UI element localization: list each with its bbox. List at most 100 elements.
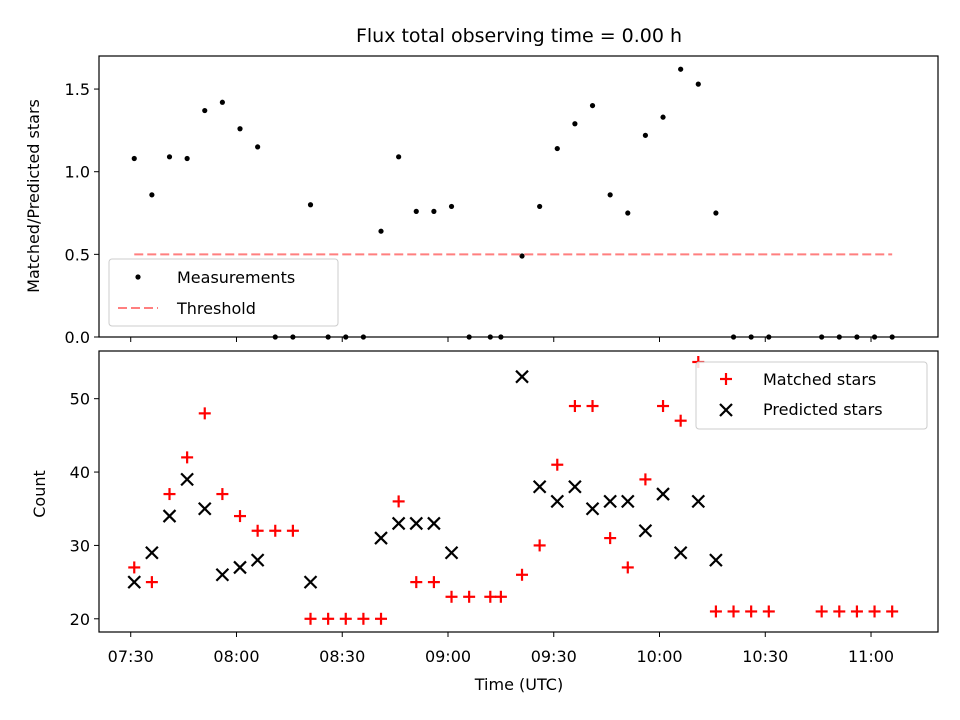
matched-star-point xyxy=(762,605,775,618)
top-axes-frame xyxy=(98,55,939,338)
measurement-point xyxy=(589,102,596,109)
matched-star-point xyxy=(568,400,581,413)
predicted-star-point xyxy=(233,560,247,575)
predicted-star-point xyxy=(515,369,529,384)
matched-star-point xyxy=(375,612,388,625)
top-x-ticks xyxy=(130,337,872,342)
predicted-star-stroke-b xyxy=(585,501,600,516)
predicted-star-point xyxy=(215,567,230,582)
matched-star-point xyxy=(833,605,846,618)
matched-star-point xyxy=(533,539,546,552)
matched-star-point xyxy=(674,414,687,427)
measurement-point xyxy=(237,126,243,132)
measurement-point xyxy=(572,121,578,127)
matched-star-point xyxy=(886,605,899,618)
predicted-star-point xyxy=(444,545,459,560)
matched-star-point xyxy=(604,532,617,545)
x-tick-label: 10:00 xyxy=(636,647,682,666)
x-tick-label: 08:00 xyxy=(213,647,259,666)
matched-star-point xyxy=(128,561,141,574)
matched-star-point xyxy=(269,524,282,537)
predicted-star-point xyxy=(568,479,582,494)
top-legend-box xyxy=(108,258,339,327)
chart-title: Flux total observing time = 0.00 h xyxy=(356,25,682,47)
predicted-star-point xyxy=(550,494,565,509)
bottom-y-tick-label: 30 xyxy=(70,536,90,555)
legend-marker-predicted xyxy=(719,403,733,417)
predicted-star-point xyxy=(656,487,670,501)
predicted-star-stroke-b xyxy=(550,494,565,509)
predicted-star-stroke-b xyxy=(673,545,688,560)
measurement-point xyxy=(219,99,225,105)
matched-star-point xyxy=(745,605,758,618)
matched-star-point xyxy=(445,590,458,603)
legend-label-matched: Matched stars xyxy=(763,370,876,389)
top-y-ticks: 0.0 0.5 1.0 1.5 xyxy=(65,80,99,347)
predicted-star-point xyxy=(691,494,706,509)
predicted-star-stroke-b xyxy=(127,575,142,589)
matched-stars-points xyxy=(128,356,899,625)
measurement-point xyxy=(448,203,455,210)
top-y-tick-label: 0.0 xyxy=(65,328,90,347)
measurement-point xyxy=(554,145,560,152)
matched-star-point xyxy=(198,407,211,420)
predicted-star-stroke-b xyxy=(215,567,230,582)
matched-star-point xyxy=(639,473,652,486)
matched-star-point xyxy=(850,605,863,618)
top-y-tick-label: 1.5 xyxy=(65,80,90,99)
predicted-star-stroke-b xyxy=(621,494,635,509)
matched-star-point xyxy=(657,400,670,413)
matched-star-point xyxy=(494,590,507,603)
top-y-axis-label: Matched/Predicted stars xyxy=(24,99,43,293)
predicted-star-point xyxy=(638,523,653,538)
matched-star-point xyxy=(392,495,405,508)
predicted-star-stroke-b xyxy=(532,479,547,494)
measurement-point xyxy=(202,107,208,114)
predicted-star-point xyxy=(409,516,424,531)
legend-label-predicted: Predicted stars xyxy=(763,400,883,419)
predicted-star-stroke-b xyxy=(709,553,723,567)
predicted-star-stroke-b xyxy=(180,472,194,487)
matched-star-point xyxy=(322,612,335,625)
matched-star-point xyxy=(727,605,740,618)
measurement-point xyxy=(537,203,543,210)
predicted-stars-points xyxy=(127,369,723,589)
predicted-star-point xyxy=(374,531,388,545)
predicted-star-point xyxy=(673,545,688,560)
matched-star-point xyxy=(234,510,247,523)
top-y-tick-label: 1.0 xyxy=(65,163,90,182)
matched-star-point xyxy=(304,612,317,625)
predicted-star-stroke-b xyxy=(638,523,653,538)
measurement-point xyxy=(678,66,684,72)
measurement-point xyxy=(713,210,719,216)
matched-star-point xyxy=(357,612,370,625)
x-tick-label: 11:00 xyxy=(848,647,894,666)
predicted-star-point xyxy=(391,516,406,531)
top-y-tick-label: 0.5 xyxy=(65,245,90,264)
bottom-axes-frame xyxy=(98,350,939,633)
measurement-point xyxy=(413,208,419,214)
measurement-point xyxy=(607,192,613,198)
measurement-point xyxy=(255,144,261,150)
predicted-star-point xyxy=(585,501,600,516)
legend-marker-matched xyxy=(720,373,732,385)
legend-label-measurements: Measurements xyxy=(177,268,295,287)
matched-star-point xyxy=(286,524,299,537)
measurement-point xyxy=(378,228,384,234)
bottom-legend-box xyxy=(695,361,928,430)
matched-star-point xyxy=(815,605,828,618)
bottom-y-tick-label: 20 xyxy=(70,610,90,629)
measurement-point xyxy=(431,208,437,214)
bottom-x-ticks: 07:30 08:00 08:30 09:00 09:30 10:00 10:30 11:00 xyxy=(108,632,894,666)
bottom-y-tick-label: 40 xyxy=(70,463,90,482)
measurement-point xyxy=(184,155,190,162)
measurement-point xyxy=(166,154,173,160)
predicted-star-point xyxy=(427,516,441,531)
matched-star-point xyxy=(339,612,352,625)
matched-star-point xyxy=(163,488,176,501)
x-axis-label: Time (UTC) xyxy=(474,675,563,694)
x-tick-label: 09:00 xyxy=(425,647,471,666)
matched-star-point xyxy=(868,605,881,618)
predicted-star-point xyxy=(162,509,177,523)
